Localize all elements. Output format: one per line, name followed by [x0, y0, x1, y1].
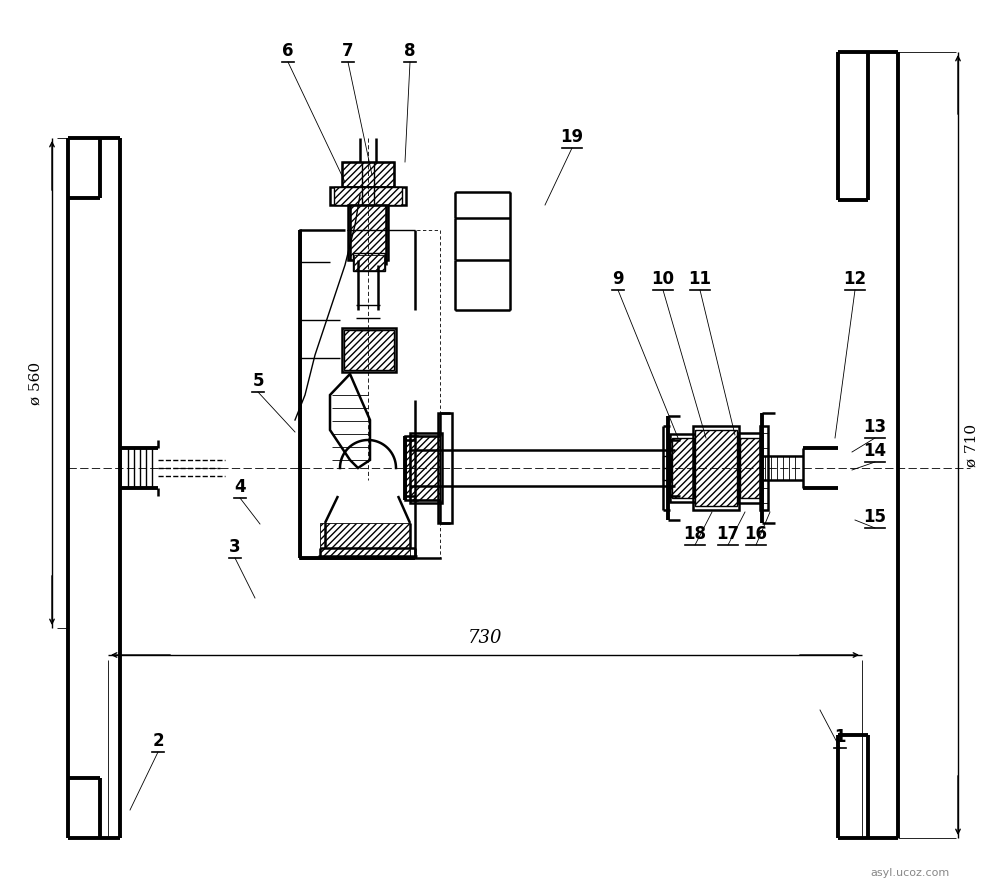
Text: 730: 730 — [468, 629, 502, 647]
Bar — [334, 187, 402, 205]
Bar — [410, 436, 440, 500]
Bar — [668, 440, 682, 496]
Text: 4: 4 — [234, 478, 246, 496]
Text: 3: 3 — [229, 538, 241, 556]
Bar — [354, 255, 384, 270]
Text: 5: 5 — [253, 372, 264, 390]
Bar — [740, 438, 760, 498]
Text: 14: 14 — [863, 442, 886, 460]
Bar — [342, 328, 396, 372]
Text: 1: 1 — [834, 728, 846, 746]
Text: 9: 9 — [612, 270, 623, 288]
Polygon shape — [330, 374, 370, 468]
Text: 2: 2 — [152, 732, 164, 750]
Bar — [663, 456, 671, 480]
Text: ø 710: ø 710 — [965, 424, 979, 467]
Bar — [438, 413, 452, 523]
Bar — [405, 440, 417, 496]
Bar — [342, 162, 394, 187]
Bar — [342, 162, 394, 187]
Text: 15: 15 — [863, 508, 886, 526]
Bar — [348, 205, 388, 260]
Text: 12: 12 — [843, 270, 866, 288]
Bar — [693, 426, 739, 510]
Text: asyl.ucoz.com: asyl.ucoz.com — [870, 868, 949, 878]
Text: 18: 18 — [683, 525, 706, 543]
Bar — [410, 433, 442, 503]
Bar — [670, 434, 696, 502]
Text: 6: 6 — [283, 42, 294, 60]
Bar — [350, 205, 386, 260]
Bar — [330, 187, 406, 205]
Bar — [353, 253, 385, 271]
Text: 11: 11 — [688, 270, 711, 288]
Bar — [672, 438, 694, 498]
Bar — [668, 440, 682, 496]
Text: 19: 19 — [560, 128, 583, 146]
Text: 10: 10 — [651, 270, 674, 288]
Text: 16: 16 — [744, 525, 767, 543]
Text: 8: 8 — [405, 42, 416, 60]
Bar — [320, 523, 410, 556]
Bar — [405, 436, 417, 500]
Bar — [344, 330, 394, 370]
Text: 7: 7 — [343, 42, 354, 60]
Bar — [738, 433, 762, 503]
Bar — [695, 430, 737, 506]
Text: 13: 13 — [863, 418, 886, 436]
Bar — [760, 426, 768, 510]
Text: 17: 17 — [716, 525, 739, 543]
Text: ø 560: ø 560 — [29, 361, 43, 405]
